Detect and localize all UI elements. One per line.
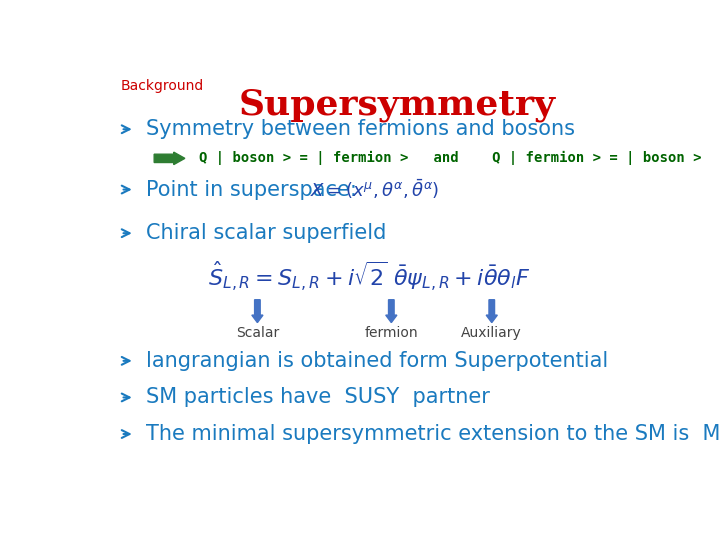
FancyArrow shape — [386, 300, 397, 322]
Text: Chiral scalar superfield: Chiral scalar superfield — [145, 223, 386, 243]
Text: Point in superspace:: Point in superspace: — [145, 179, 356, 200]
Text: Symmetry between fermions and bosons: Symmetry between fermions and bosons — [145, 119, 575, 139]
FancyArrow shape — [486, 300, 498, 322]
Text: $\hat{S}_{L,R} = S_{L,R} + i\sqrt{2}\ \bar{\theta}\psi_{L,R} + i\bar{\theta}\the: $\hat{S}_{L,R} = S_{L,R} + i\sqrt{2}\ \b… — [208, 260, 530, 294]
Text: $X = (x^{\mu}, \theta^{\alpha}, \bar{\theta}^{\alpha})$: $X = (x^{\mu}, \theta^{\alpha}, \bar{\th… — [310, 178, 440, 201]
Text: Background: Background — [121, 79, 204, 93]
Text: Supersymmetry: Supersymmetry — [238, 87, 555, 122]
Text: The minimal supersymmetric extension to the SM is  MSSM: The minimal supersymmetric extension to … — [145, 424, 720, 444]
Text: SM particles have  SUSY  partner: SM particles have SUSY partner — [145, 387, 490, 408]
Text: Auxiliary: Auxiliary — [462, 326, 522, 340]
Text: fermion: fermion — [364, 326, 418, 340]
FancyArrow shape — [154, 152, 185, 165]
Text: langrangian is obtained form Superpotential: langrangian is obtained form Superpotent… — [145, 351, 608, 371]
FancyArrow shape — [252, 300, 263, 322]
Text: Q | boson > = | fermion >   and    Q | fermion > = | boson >: Q | boson > = | fermion > and Q | fermio… — [199, 151, 701, 165]
Text: Scalar: Scalar — [235, 326, 279, 340]
